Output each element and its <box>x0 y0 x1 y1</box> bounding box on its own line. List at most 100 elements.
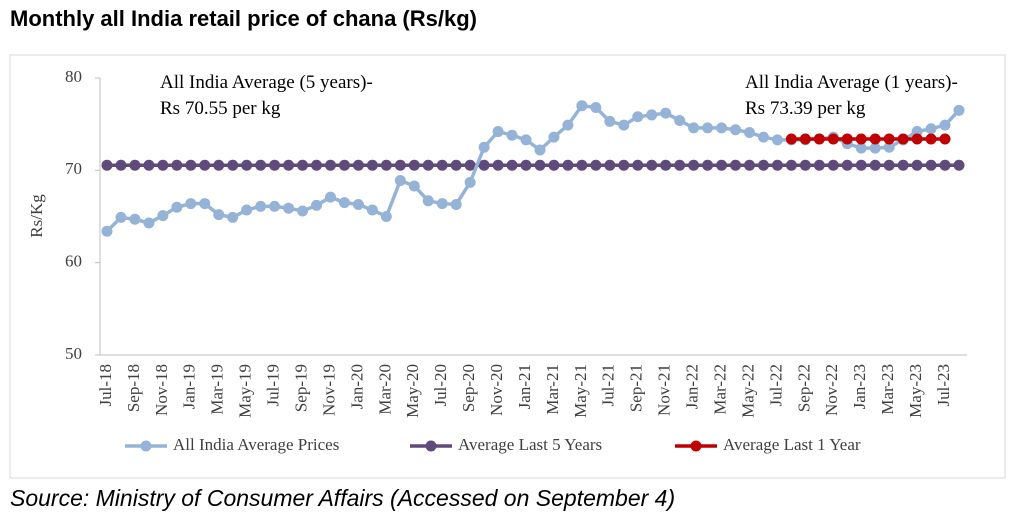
data-point <box>562 119 574 131</box>
data-point <box>911 133 923 145</box>
data-point <box>394 174 406 186</box>
data-point <box>241 159 253 171</box>
x-tick-label: Mar-20 <box>375 364 394 415</box>
data-point <box>422 195 434 207</box>
data-point <box>213 209 225 221</box>
legend-label: All India Average Prices <box>173 435 339 454</box>
data-point <box>869 133 881 145</box>
data-point <box>939 119 951 131</box>
data-point <box>785 159 797 171</box>
x-tick-label: May-23 <box>906 364 925 418</box>
data-point <box>841 133 853 145</box>
data-point <box>660 107 672 119</box>
data-point <box>590 102 602 114</box>
data-point <box>129 159 141 171</box>
data-point <box>841 159 853 171</box>
data-point <box>366 159 378 171</box>
data-point <box>730 124 742 136</box>
x-tick-label: Mar-22 <box>710 364 729 415</box>
data-point <box>199 198 211 210</box>
data-point <box>366 204 378 216</box>
annotation: All India Average (5 years)- Rs 70.55 pe… <box>160 72 373 119</box>
data-point <box>338 197 350 209</box>
data-point <box>408 159 420 171</box>
data-point <box>269 200 281 212</box>
x-tick-label: Nov-21 <box>655 364 674 416</box>
legend-marker <box>425 440 437 452</box>
data-point <box>380 211 392 222</box>
data-point <box>548 159 560 171</box>
data-point <box>869 159 881 171</box>
data-point <box>171 159 183 171</box>
data-point <box>827 159 839 171</box>
x-tick-label: Jan-20 <box>347 364 366 409</box>
data-point <box>255 200 267 212</box>
x-tick-label: Nov-19 <box>319 364 338 416</box>
y-tick-label: 50 <box>65 344 82 363</box>
data-point <box>743 126 755 138</box>
x-tick-label: Jan-23 <box>850 364 869 409</box>
data-point <box>324 191 336 203</box>
data-point <box>157 210 169 222</box>
data-point <box>771 159 783 171</box>
y-tick-label: 60 <box>65 252 82 271</box>
x-tick-label: Mar-23 <box>878 364 897 415</box>
data-point <box>716 122 728 134</box>
data-point <box>241 204 253 216</box>
data-point <box>925 159 937 171</box>
x-tick-label: Sep-20 <box>459 364 478 412</box>
x-tick-label: Sep-19 <box>291 364 310 412</box>
data-point <box>534 159 546 171</box>
data-point <box>520 159 532 171</box>
data-point <box>897 159 909 171</box>
data-point <box>674 114 686 126</box>
data-point <box>269 159 281 171</box>
y-tick-label: 70 <box>65 159 82 178</box>
data-point <box>799 159 811 171</box>
data-point <box>185 159 197 171</box>
data-point <box>730 159 742 171</box>
data-point <box>548 131 560 143</box>
data-point <box>757 159 769 171</box>
data-point <box>478 141 490 153</box>
data-point <box>213 159 225 171</box>
chart-title: Monthly all India retail price of chana … <box>10 6 477 31</box>
data-point <box>436 159 448 171</box>
data-point <box>604 159 616 171</box>
data-point <box>827 133 839 145</box>
data-point <box>394 159 406 171</box>
data-point <box>688 159 700 171</box>
data-point <box>101 225 113 237</box>
data-point <box>632 111 644 123</box>
legend-label: Average Last 5 Years <box>458 435 602 454</box>
data-point <box>618 119 630 131</box>
data-point <box>352 159 364 171</box>
data-point <box>855 142 867 154</box>
data-point <box>408 180 420 192</box>
data-point <box>283 202 295 214</box>
x-tick-label: Jul-22 <box>766 364 785 407</box>
x-tick-label: Nov-22 <box>822 364 841 416</box>
data-point <box>785 133 797 145</box>
data-point <box>492 126 504 138</box>
x-tick-label: Jul-21 <box>599 364 618 407</box>
data-point <box>757 131 769 143</box>
data-point <box>143 217 155 229</box>
data-point <box>576 100 588 112</box>
x-tick-label: May-19 <box>236 364 255 418</box>
x-tick-label: Jan-21 <box>515 364 534 409</box>
x-tick-label: Nov-20 <box>487 364 506 416</box>
data-point <box>813 133 825 145</box>
data-point <box>576 159 588 171</box>
data-point <box>464 176 476 188</box>
data-point <box>352 198 364 210</box>
data-point <box>702 159 714 171</box>
data-point <box>883 141 895 153</box>
data-point <box>883 133 895 145</box>
data-point <box>562 159 574 171</box>
data-point <box>897 133 909 145</box>
x-tick-label: Nov-18 <box>152 364 171 416</box>
data-point <box>604 115 616 127</box>
